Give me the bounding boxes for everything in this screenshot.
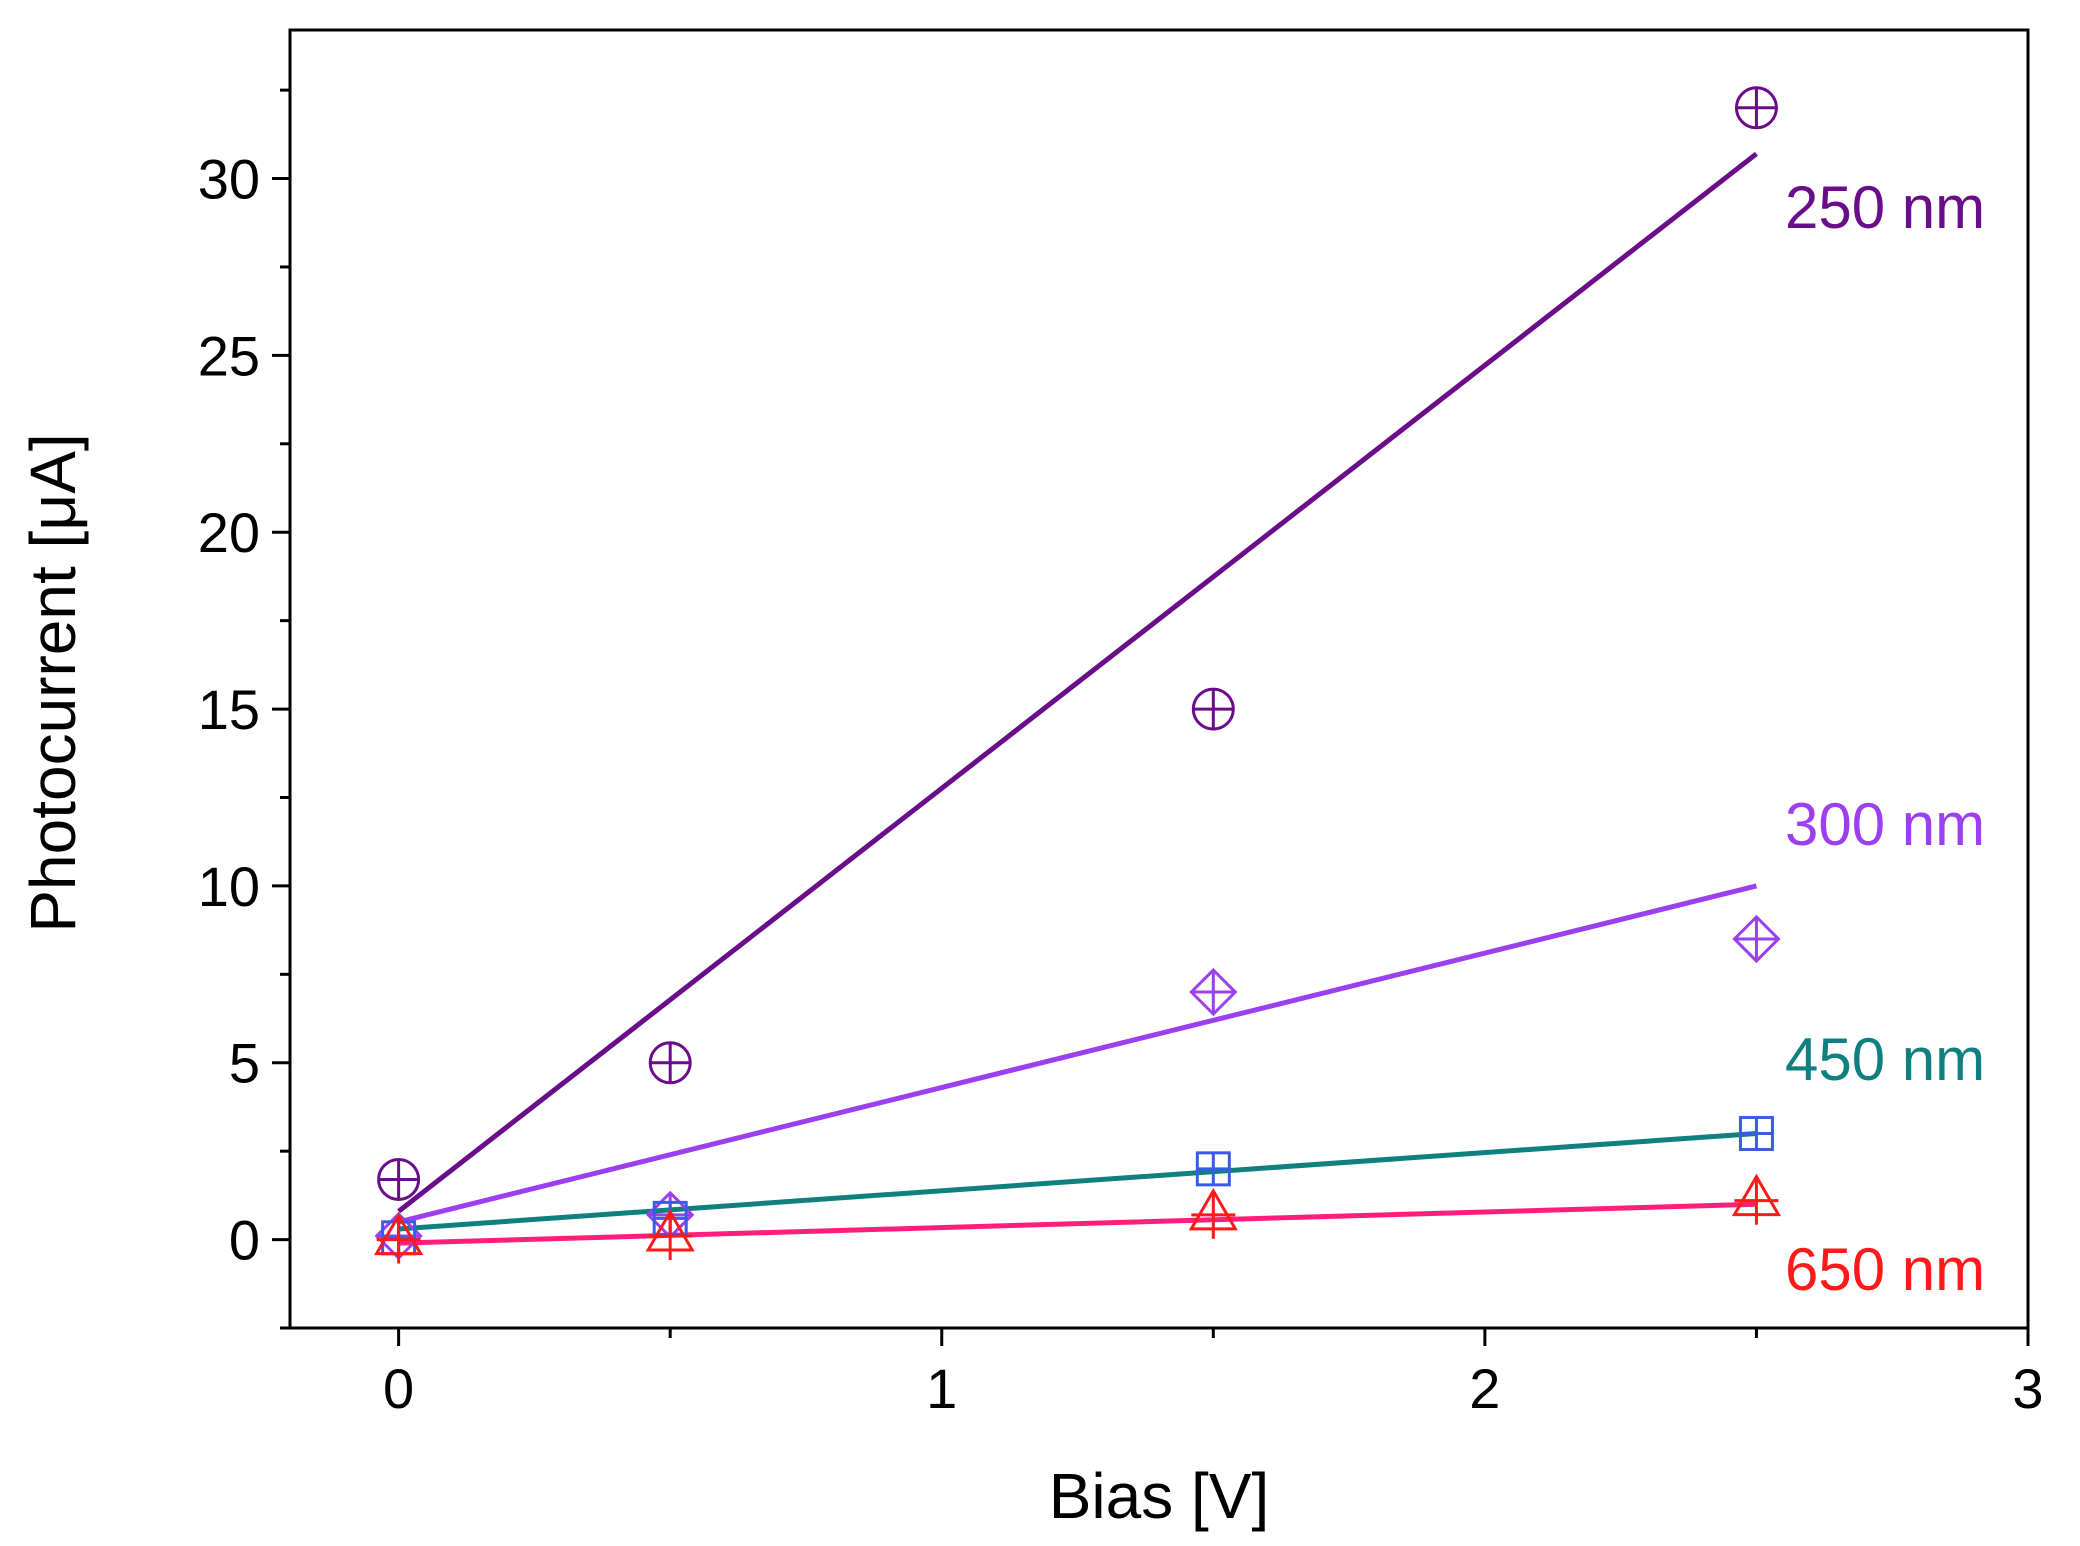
y-tick-label: 30 — [198, 148, 260, 211]
plot-frame — [288, 28, 2030, 1330]
series-label-450-nm: 450 nm — [1785, 1026, 1985, 1093]
y-tick-label: 15 — [198, 678, 260, 741]
y-axis-label: Photocurrent [μA] — [17, 433, 89, 932]
data-point — [645, 1209, 695, 1261]
x-tick-label: 1 — [926, 1357, 957, 1420]
x-tick-label: 2 — [1469, 1357, 1500, 1420]
data-point — [377, 1157, 421, 1201]
x-axis-label: Bias [V] — [1049, 1460, 1270, 1532]
data-point — [648, 1041, 692, 1085]
fit-lines — [397, 151, 1758, 1246]
data-point — [1195, 1151, 1231, 1187]
fit-line-250-nm — [397, 151, 1758, 1214]
series-label-300-nm: 300 nm — [1785, 791, 1985, 858]
data-point — [1732, 914, 1781, 964]
data-point — [1191, 687, 1235, 731]
series-labels: 250 nm 300 nm 450 nm 650 nm — [1785, 174, 1985, 1303]
data-point — [1189, 967, 1238, 1017]
y-tick-label: 5 — [229, 1032, 260, 1095]
fit-line-650-nm — [398, 1201, 1757, 1246]
series-label-650-nm: 650 nm — [1785, 1236, 1985, 1303]
data-markers — [374, 86, 1782, 1264]
y-tick-label: 20 — [198, 501, 260, 564]
data-point — [374, 1212, 424, 1264]
fit-line-450-nm — [398, 1130, 1757, 1232]
data-point — [1731, 1173, 1782, 1225]
data-point — [1734, 86, 1778, 130]
data-point — [1188, 1187, 1238, 1239]
y-tick-label: 0 — [229, 1209, 260, 1272]
y-tick-label: 10 — [198, 855, 260, 918]
data-point — [1738, 1115, 1774, 1151]
series-label-250-nm: 250 nm — [1785, 174, 1985, 241]
fit-line-300-nm — [398, 883, 1758, 1225]
x-tick-label: 3 — [2012, 1357, 2043, 1420]
y-tick-label: 25 — [198, 324, 260, 387]
x-tick-label: 0 — [383, 1357, 414, 1420]
